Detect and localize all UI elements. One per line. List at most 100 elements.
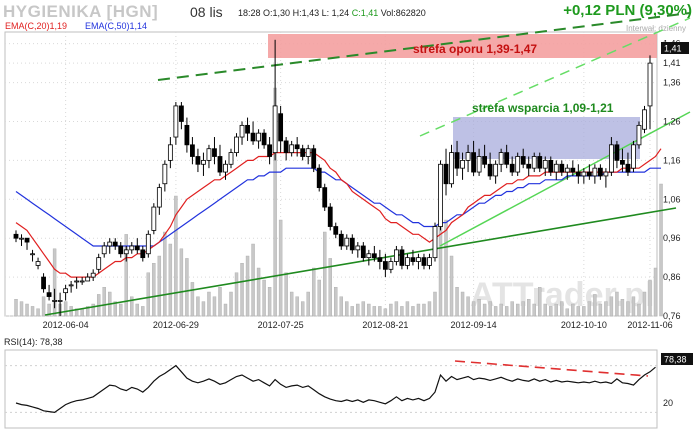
volume-bar <box>560 301 564 317</box>
candle <box>333 222 339 239</box>
candle <box>636 121 642 149</box>
candle <box>19 234 24 246</box>
interval-label: Interwał: dzienny <box>625 24 686 33</box>
last-price-label: 1,41 <box>664 44 682 54</box>
x-tick-label: 2012-08-21 <box>362 320 408 330</box>
candle <box>90 269 96 281</box>
candle <box>250 121 256 145</box>
volume-bar <box>317 279 321 317</box>
volume-bar <box>549 306 553 317</box>
candle-body <box>476 156 482 173</box>
candle <box>355 242 361 258</box>
candle <box>228 148 234 169</box>
candle-body <box>620 159 625 165</box>
candle <box>190 137 195 165</box>
candle-body <box>399 249 405 266</box>
chart-header: HYGIENIKA [HGN] 08 lis 18:28 O:1,30 H:1,… <box>0 0 700 26</box>
candle <box>261 129 267 149</box>
candle <box>586 164 592 180</box>
candle <box>438 160 443 231</box>
candle <box>52 288 57 309</box>
candle-body <box>278 113 284 142</box>
candle <box>162 160 168 192</box>
candle-body <box>19 237 24 240</box>
rsi-last-marker: 78,38 <box>661 353 693 365</box>
volume-bar <box>201 301 206 317</box>
candle <box>129 242 135 254</box>
volume-bar <box>455 287 459 317</box>
candle <box>223 160 228 180</box>
candle-body <box>30 253 35 256</box>
candle-body <box>327 206 333 227</box>
candle <box>421 253 427 270</box>
candle <box>123 245 129 262</box>
rsi-grid <box>5 365 657 413</box>
candle-body <box>178 105 184 122</box>
candle <box>184 117 190 153</box>
candle-body <box>13 233 19 239</box>
candle-body <box>438 163 443 227</box>
candle <box>212 137 217 165</box>
candle <box>498 148 504 173</box>
candle <box>30 249 35 262</box>
volume-bar <box>19 301 24 317</box>
time-value: 18:28 <box>238 8 261 18</box>
candle-body <box>338 233 344 247</box>
volume-bar <box>300 301 305 317</box>
volume-bar <box>345 301 349 317</box>
candle-body <box>234 136 239 154</box>
candle-body <box>173 105 179 138</box>
candle <box>68 280 74 293</box>
resistance-label: strefa oporu 1,39-1,47 <box>413 42 537 56</box>
candle-body <box>24 237 30 243</box>
candle <box>217 144 223 176</box>
volume-bar <box>510 301 514 317</box>
candle <box>410 249 416 266</box>
trendline-resistance-upper <box>157 12 691 81</box>
x-tick-label: 2012-07-25 <box>258 320 304 330</box>
volume-bar <box>477 299 481 317</box>
volume-bar <box>124 234 128 317</box>
rsi-chart: RSI(14): 78,38 78,38 20 <box>4 337 693 429</box>
candle-body <box>416 257 421 262</box>
volume-bars <box>14 87 663 317</box>
y-tick-label: 1,41 <box>663 58 681 68</box>
candle-body <box>74 280 80 283</box>
volume-bar <box>240 263 244 317</box>
candle-body <box>559 163 565 173</box>
candle <box>515 152 521 176</box>
candle-body <box>68 284 74 287</box>
candle <box>145 230 151 258</box>
volume-bar <box>598 303 603 317</box>
volume-bar <box>146 272 151 317</box>
volume-bar <box>383 308 388 317</box>
candle <box>399 245 405 270</box>
candle-body <box>311 148 317 169</box>
candle <box>311 144 317 173</box>
candle-body <box>267 144 273 157</box>
candle <box>234 133 239 157</box>
candle-body <box>90 272 96 278</box>
volume-bar <box>306 291 310 317</box>
volume-bar <box>389 303 393 317</box>
candle <box>278 105 284 153</box>
volume-bar <box>74 308 79 317</box>
candle-body <box>283 140 289 154</box>
candle <box>289 140 295 157</box>
x-tick-label: 2012-09-14 <box>451 320 497 330</box>
candle <box>41 273 46 293</box>
candle-body <box>614 144 620 161</box>
candle <box>201 152 206 176</box>
candle-body <box>377 257 383 262</box>
candle <box>642 105 647 134</box>
candle-body <box>35 261 41 266</box>
candle-body <box>553 163 559 173</box>
rsi-label: RSI(14): 78,38 <box>4 337 63 347</box>
candle-body <box>57 300 63 302</box>
volume-bar <box>212 296 217 317</box>
candle <box>454 140 460 176</box>
candle <box>416 253 421 270</box>
candle-body <box>129 245 135 251</box>
candle <box>449 144 454 188</box>
